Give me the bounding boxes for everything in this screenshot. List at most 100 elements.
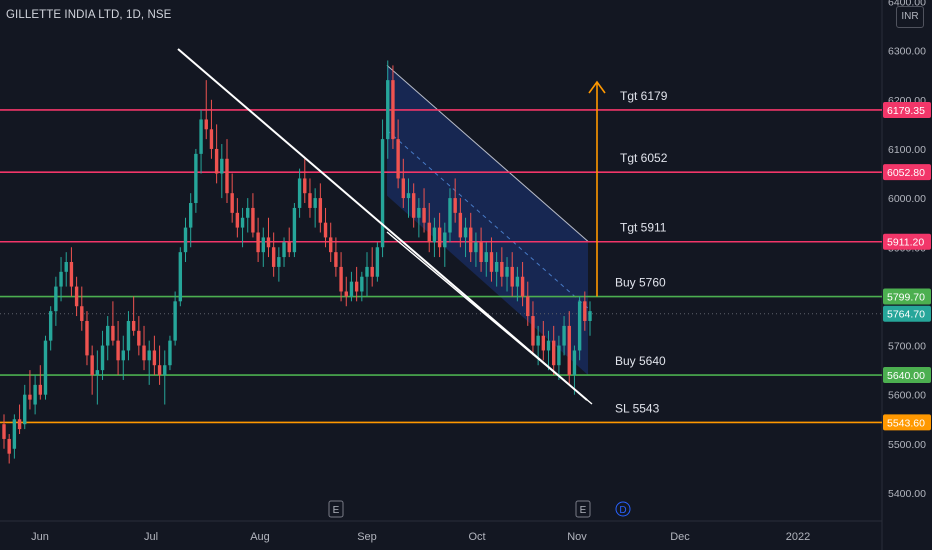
candle-body [463, 227, 468, 238]
y-tick-label: 5400.00 [888, 488, 926, 500]
candle-body [183, 227, 188, 253]
y-tick-label: 5600.00 [888, 390, 926, 402]
candle-body [380, 139, 385, 248]
candle-body [406, 193, 411, 199]
candle-body [204, 119, 208, 130]
candle-body [116, 340, 120, 361]
candle-body [38, 384, 43, 395]
candle-body [12, 419, 17, 449]
candle-body [453, 198, 457, 213]
candle-body [54, 286, 58, 312]
last-price-tag: 5764.70 [887, 309, 925, 321]
candle-body [536, 335, 540, 346]
price-tag: 5799.70 [887, 292, 925, 304]
candle-body [313, 198, 317, 208]
candle-body [80, 306, 84, 321]
y-tick-label: 5700.00 [888, 341, 926, 353]
candle-body [469, 227, 473, 253]
event-marker-label: D [619, 505, 626, 516]
candle-body [437, 227, 442, 248]
candle-body [157, 365, 162, 376]
candle-body [28, 394, 32, 400]
candle-body [209, 129, 214, 149]
symbol-title: GILLETTE INDIA LTD, 1D, NSE [6, 9, 172, 21]
x-tick-label: Jun [31, 531, 49, 543]
candle-body [551, 340, 556, 366]
price-tag: 5640.00 [887, 370, 925, 382]
candle-body [168, 340, 172, 366]
candle-body [526, 296, 530, 317]
candle-body [344, 291, 348, 297]
candle-body [163, 365, 167, 376]
candle-body [334, 252, 338, 267]
candle-body [137, 330, 141, 346]
candle-body [121, 350, 125, 361]
level-label: Tgt 5911 [620, 221, 667, 235]
price-tag-bg [883, 367, 931, 384]
level-label: Tgt 6052 [620, 151, 668, 165]
candle-body [178, 252, 183, 302]
candle-body [583, 301, 587, 321]
candle-body [323, 222, 328, 238]
x-tick-label: Dec [670, 531, 690, 543]
candle-body [318, 198, 323, 223]
candle-body [292, 207, 297, 253]
last-price-tag-bg [883, 305, 931, 322]
candle-body [370, 266, 374, 277]
candle-body [417, 207, 421, 218]
x-tick-label: 2022 [786, 531, 810, 543]
y-tick-label: 6300.00 [888, 46, 926, 58]
candle-body [401, 178, 406, 199]
downtrend-line [177, 48, 588, 401]
candle-body [391, 80, 395, 140]
candle-body [572, 350, 577, 376]
candle-body [246, 207, 250, 218]
channel-lower-line [386, 231, 593, 405]
candle-body [225, 158, 229, 194]
candle-body [173, 301, 177, 341]
candle-body [505, 266, 509, 277]
event-marker-label: E [333, 505, 340, 516]
candle-body [427, 222, 431, 243]
candle-body [235, 212, 240, 228]
candle-body [479, 242, 483, 262]
candle-body [494, 261, 499, 272]
x-tick-label: Oct [468, 531, 485, 543]
candle-body [546, 340, 551, 351]
candle-body [43, 340, 48, 395]
candle-body [48, 311, 53, 341]
y-tick-label: 5500.00 [888, 439, 926, 451]
candle-body [386, 80, 390, 140]
currency-badge[interactable]: INR [896, 6, 924, 28]
y-tick-label: 6400.00 [888, 0, 926, 9]
candle-body [339, 266, 343, 292]
candle-body [329, 237, 333, 253]
candle-body [106, 325, 110, 346]
candle-body [85, 320, 89, 356]
candle-body [396, 139, 400, 179]
earnings-marker: E [328, 500, 344, 518]
price-tag-bg [883, 288, 931, 305]
y-tick-label: 6000.00 [888, 193, 926, 205]
dividend-marker: D [615, 501, 631, 517]
candle-body [90, 355, 94, 376]
candle-body [282, 242, 286, 258]
event-marker-label: E [580, 505, 587, 516]
candle-body [251, 207, 255, 233]
candle-body [126, 320, 131, 351]
candle-body [199, 119, 203, 154]
candle-body [23, 394, 27, 425]
candle-body [271, 247, 276, 267]
x-tick-label: Nov [567, 531, 587, 543]
candle-body [214, 148, 219, 174]
candle-body [432, 227, 437, 243]
candle-body [349, 281, 354, 297]
candle-body [557, 345, 561, 366]
candle-body [194, 153, 198, 204]
level-label: SL 5543 [615, 401, 660, 415]
candle-body [484, 252, 488, 262]
candle-body [33, 384, 37, 405]
candle-body [360, 276, 364, 292]
y-tick-label: 6100.00 [888, 144, 926, 156]
